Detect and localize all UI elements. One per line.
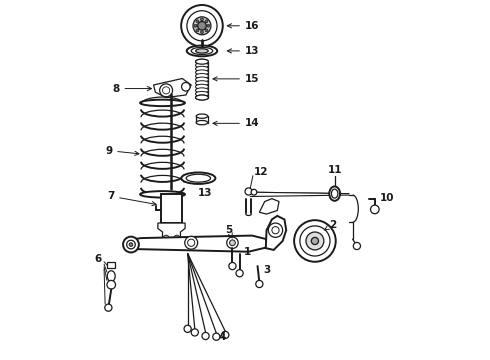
Circle shape [294, 220, 336, 262]
Circle shape [197, 22, 206, 30]
Circle shape [202, 332, 209, 339]
Ellipse shape [196, 70, 208, 75]
Ellipse shape [329, 186, 340, 201]
Text: 13: 13 [227, 46, 259, 56]
Ellipse shape [181, 172, 216, 184]
Circle shape [163, 235, 169, 241]
Ellipse shape [186, 174, 211, 182]
Circle shape [174, 235, 180, 241]
FancyBboxPatch shape [161, 194, 182, 223]
Circle shape [196, 20, 199, 23]
Ellipse shape [196, 114, 208, 118]
Ellipse shape [196, 77, 208, 82]
Text: 4: 4 [218, 332, 225, 342]
Ellipse shape [191, 47, 213, 54]
Polygon shape [158, 223, 185, 241]
Circle shape [306, 232, 324, 250]
Circle shape [236, 270, 243, 277]
Circle shape [230, 240, 235, 246]
Ellipse shape [196, 88, 208, 93]
FancyBboxPatch shape [107, 262, 115, 268]
Text: 2: 2 [324, 220, 337, 230]
Polygon shape [259, 199, 279, 214]
Circle shape [181, 82, 190, 91]
Ellipse shape [196, 63, 208, 68]
Circle shape [272, 226, 279, 234]
Circle shape [181, 5, 223, 46]
Circle shape [205, 29, 208, 32]
Circle shape [160, 84, 172, 97]
Circle shape [193, 17, 211, 35]
Circle shape [129, 243, 133, 246]
Circle shape [300, 226, 330, 256]
Ellipse shape [196, 59, 208, 64]
Circle shape [229, 262, 236, 270]
Circle shape [194, 24, 197, 27]
Circle shape [200, 31, 203, 34]
Circle shape [245, 188, 252, 195]
Circle shape [196, 29, 199, 32]
Text: 16: 16 [227, 21, 259, 31]
Polygon shape [153, 78, 191, 98]
Circle shape [188, 239, 195, 246]
Text: 6: 6 [94, 254, 101, 264]
Ellipse shape [196, 59, 208, 64]
Text: 5: 5 [225, 225, 232, 238]
Ellipse shape [196, 95, 208, 100]
Ellipse shape [196, 49, 208, 53]
Circle shape [213, 333, 220, 340]
Text: 1: 1 [245, 247, 251, 257]
Ellipse shape [196, 95, 208, 100]
Circle shape [227, 237, 238, 248]
Circle shape [207, 24, 210, 27]
Ellipse shape [140, 100, 185, 106]
Circle shape [200, 18, 203, 21]
Circle shape [105, 304, 112, 311]
Text: 13: 13 [198, 188, 213, 198]
Ellipse shape [140, 191, 185, 198]
Circle shape [185, 236, 197, 249]
Ellipse shape [196, 66, 208, 71]
Text: 10: 10 [380, 193, 394, 203]
Text: 3: 3 [263, 265, 270, 275]
Ellipse shape [196, 81, 208, 86]
Circle shape [370, 205, 379, 214]
Circle shape [353, 242, 361, 249]
Circle shape [184, 325, 191, 332]
Circle shape [126, 240, 135, 249]
Circle shape [256, 280, 263, 288]
Circle shape [187, 11, 217, 41]
Ellipse shape [107, 271, 115, 282]
Polygon shape [126, 235, 267, 252]
Text: 12: 12 [254, 167, 269, 177]
Circle shape [251, 189, 257, 195]
Circle shape [269, 223, 283, 237]
Polygon shape [266, 216, 286, 250]
Text: 14: 14 [213, 118, 260, 128]
Ellipse shape [187, 45, 217, 56]
Circle shape [123, 237, 139, 252]
Text: 7: 7 [107, 191, 156, 206]
Circle shape [311, 237, 318, 244]
Ellipse shape [196, 121, 208, 125]
Ellipse shape [196, 84, 208, 89]
Ellipse shape [331, 189, 338, 198]
Text: 15: 15 [213, 74, 259, 84]
Circle shape [107, 280, 116, 289]
Circle shape [221, 331, 229, 338]
Circle shape [163, 87, 170, 94]
Ellipse shape [196, 73, 208, 78]
Text: 8: 8 [112, 84, 151, 94]
Ellipse shape [196, 91, 208, 96]
Circle shape [205, 20, 208, 23]
Text: 11: 11 [327, 165, 342, 175]
Circle shape [191, 329, 198, 336]
Text: 9: 9 [105, 145, 139, 156]
